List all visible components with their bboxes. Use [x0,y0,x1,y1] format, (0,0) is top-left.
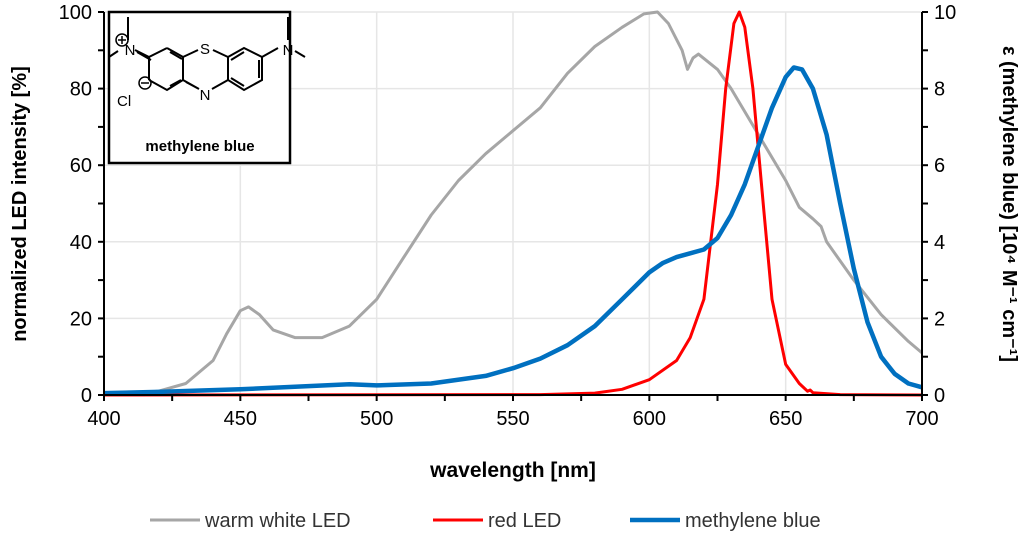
y-tick-label: 40 [70,232,92,254]
series-line-methylene-blue [103,65,923,396]
legend-label: warm white LED [204,510,351,532]
x-tick-label: 400 [87,408,120,430]
minus-charge-icon [138,76,152,90]
series-lines [103,10,923,397]
y-tick-label: 80 [70,79,92,101]
plus-sign [118,36,126,44]
x-tick-label: 500 [360,408,393,430]
nitrogen-atom-right: N [283,42,294,59]
y2-tick-label: 4 [934,232,945,254]
y2-tick-label: 0 [934,385,945,407]
sulfur-atom: S [200,41,210,58]
x-tick-label: 550 [496,408,529,430]
x-tick-label: 450 [224,408,257,430]
legend: warm white LED red LED methylene blue [150,510,821,532]
inset-label: methylene blue [145,138,254,155]
methylene-blue-structure [108,17,306,92]
series-line-red-LED [103,10,923,397]
y2-axis-label: ε (methylene blue) [10⁴ M⁻¹ cm⁻¹] [998,46,1020,362]
plus-charge-icon [115,33,129,47]
y2-tick-label: 10 [934,2,956,24]
y2-tick-label: 8 [934,79,945,101]
legend-label: red LED [488,510,561,532]
y2-tick-label: 2 [934,308,945,330]
y2-tick-label: 6 [934,155,945,177]
x-tick-label: 600 [633,408,666,430]
y-tick-label: 0 [81,385,92,407]
chloride-atom: Cl [117,93,131,110]
nitrogen-atom-ring: N [200,87,211,104]
y-tick-label: 100 [59,2,92,24]
x-axis-label: wavelength [nm] [429,459,596,482]
structure-inset: S N N N Cl methylene blue [107,10,306,165]
nitrogen-atom-left: N [125,42,136,59]
y-axis-label: normalized LED intensity [%] [9,66,31,342]
series-line-warm-white-LED [103,10,923,397]
legend-label: methylene blue [685,510,821,532]
y-tick-label: 20 [70,308,92,330]
x-tick-label: 650 [769,408,802,430]
y-tick-label: 60 [70,155,92,177]
x-tick-label: 700 [905,408,938,430]
axis-labels: wavelength [nm] normalized LED intensity… [9,46,1020,482]
